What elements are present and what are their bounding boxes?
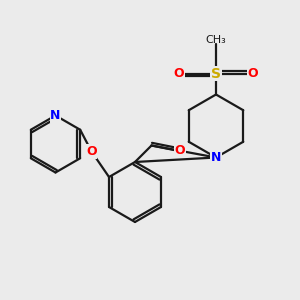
Text: S: S: [211, 67, 221, 80]
Text: O: O: [248, 67, 258, 80]
Text: O: O: [175, 143, 185, 157]
Text: O: O: [86, 145, 97, 158]
Text: N: N: [50, 109, 61, 122]
Text: CH₃: CH₃: [206, 35, 226, 45]
Text: O: O: [174, 67, 184, 80]
Text: N: N: [211, 151, 221, 164]
